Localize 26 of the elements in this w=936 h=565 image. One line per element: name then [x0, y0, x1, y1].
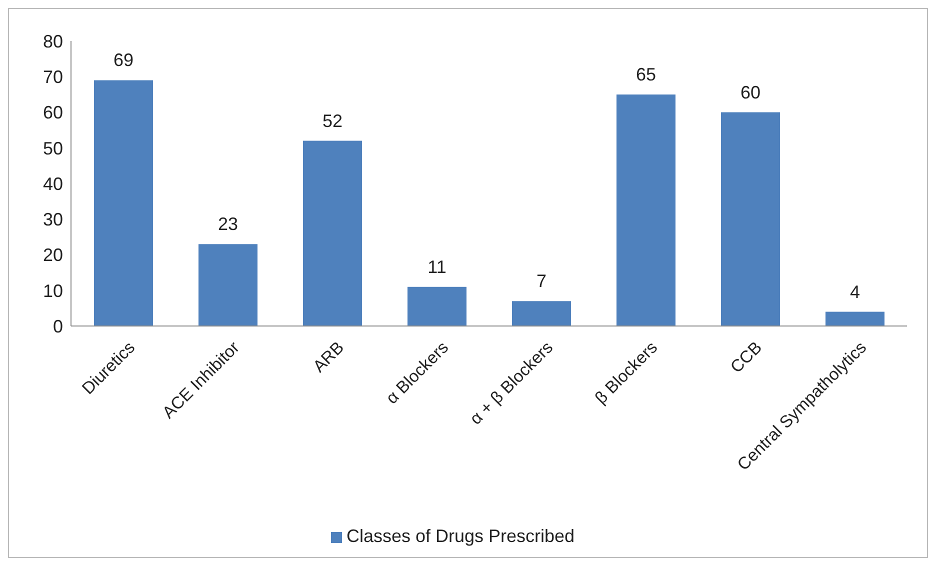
- y-tick-label: 20: [42, 245, 63, 266]
- data-label: 7: [536, 271, 546, 292]
- bar: [198, 244, 258, 326]
- y-tick-label: 0: [52, 316, 63, 336]
- legend-label: Classes of Drugs Prescribed: [346, 526, 575, 546]
- y-tick-label: 10: [42, 280, 63, 301]
- data-label: 52: [322, 110, 343, 131]
- bar: [720, 112, 780, 326]
- y-tick-label: 50: [42, 138, 63, 158]
- y-tick-label: 30: [42, 210, 63, 230]
- data-label: 65: [636, 64, 656, 84]
- data-label: 4: [850, 282, 860, 302]
- bar: [407, 286, 466, 326]
- data-label: 60: [740, 82, 761, 102]
- y-tick-label: 80: [42, 31, 63, 52]
- bar: [825, 312, 884, 326]
- y-tick-label: 40: [42, 174, 63, 194]
- bar: [94, 80, 153, 326]
- data-label: 11: [428, 256, 446, 277]
- data-label: 69: [113, 50, 134, 70]
- y-tick-label: 70: [42, 67, 63, 88]
- bar: [512, 301, 571, 326]
- bar: [616, 94, 676, 326]
- bar: [302, 140, 362, 326]
- data-label: 23: [218, 214, 238, 234]
- y-tick-label: 60: [42, 102, 63, 123]
